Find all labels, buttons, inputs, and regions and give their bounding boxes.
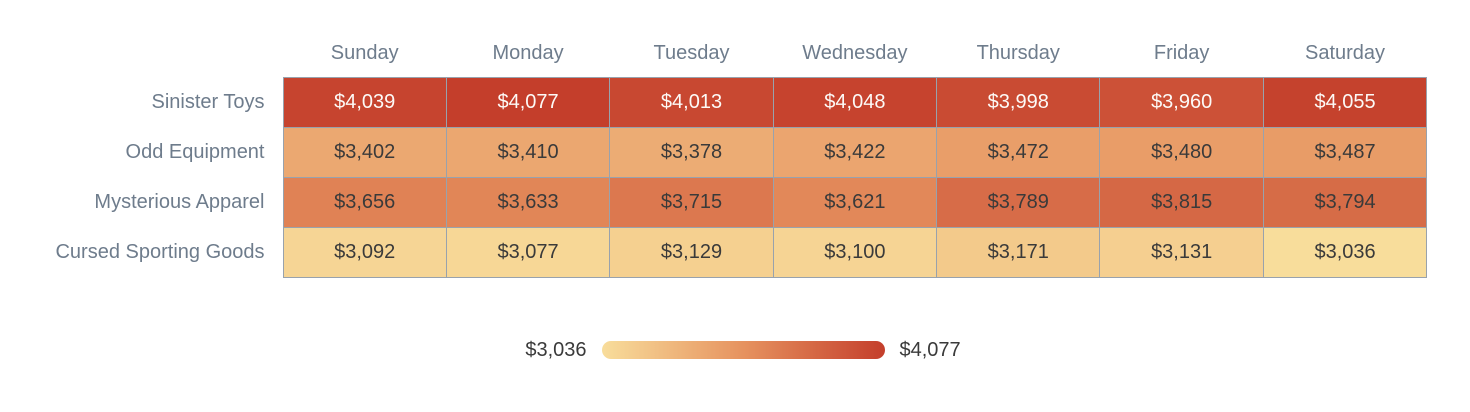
- column-header-saturday: Saturday: [1305, 41, 1386, 64]
- heatmap-cell: $3,715: [609, 176, 774, 228]
- heatmap-cell: $3,656: [282, 176, 447, 228]
- column-header-friday: Friday: [1153, 41, 1210, 64]
- heatmap-row: Cursed Sporting Goods $3,092 $3,077 $3,129 $…: [0, 226, 1428, 278]
- heatmap-cell: $3,621: [772, 176, 938, 228]
- heatmap-cell: $3,998: [936, 76, 1101, 128]
- column-header-tuesday: Tuesday: [653, 41, 730, 64]
- heatmap-cell: $3,131: [1099, 226, 1264, 278]
- column-header-thursday: Thursday: [976, 41, 1060, 64]
- heatmap-row: Sinister Toys $4,039 $4,077 $4,013 $4,048 $3,…: [0, 76, 1428, 128]
- heatmap-cell: $3,815: [1099, 176, 1264, 228]
- row-label: Cursed Sporting Goods: [55, 240, 265, 263]
- legend: $3,036 $4,077: [16, 339, 1470, 362]
- heatmap-cell: $3,036: [1262, 226, 1428, 278]
- row-label: Sinister Toys: [151, 90, 265, 113]
- heatmap-cell: $3,960: [1099, 76, 1264, 128]
- heatmap-cell: $3,402: [282, 126, 447, 178]
- heatmap-cell: $3,092: [282, 226, 447, 278]
- heatmap-cell: $3,171: [936, 226, 1101, 278]
- heatmap-cell: $3,378: [609, 126, 774, 178]
- legend-min-label: $3,036: [525, 338, 587, 361]
- legend-gradient-bar: [601, 341, 885, 359]
- row-label: Odd Equipment: [125, 140, 265, 163]
- row-label: Mysterious Apparel: [94, 190, 265, 213]
- heatmap-cell: $4,077: [445, 76, 611, 128]
- heatmap-cell: $3,633: [445, 176, 611, 228]
- heatmap-cell: $3,794: [1262, 176, 1428, 228]
- heatmap-cell: $4,055: [1262, 76, 1428, 128]
- column-header-sunday: Sunday: [330, 41, 399, 64]
- heatmap-body: Sinister Toys $4,039 $4,077 $4,013 $4,048 $3,…: [0, 76, 1428, 278]
- legend-max-label: $4,077: [899, 338, 961, 361]
- heatmap-table: Sunday Monday Tuesday Wednesday Thursday Frid…: [0, 30, 1428, 278]
- heatmap-cell: $3,410: [445, 126, 611, 178]
- header-row: Sunday Monday Tuesday Wednesday Thursday Frid…: [0, 30, 1427, 77]
- heatmap-cell: $4,039: [282, 76, 447, 128]
- heatmap-cell: $3,480: [1099, 126, 1264, 178]
- column-header-monday: Monday: [492, 41, 564, 64]
- heatmap-cell: $3,100: [772, 226, 938, 278]
- heatmap-cell: $3,487: [1262, 126, 1428, 178]
- corner-spacer: [0, 30, 283, 77]
- heatmap-cell: $4,048: [772, 76, 938, 128]
- heatmap-row: Odd Equipment $3,402 $3,410 $3,378 $3,422 $3,…: [0, 126, 1428, 178]
- heatmap-row: Mysterious Apparel $3,656 $3,633 $3,715 $3,6…: [0, 176, 1428, 228]
- heatmap-cell: $3,422: [772, 126, 938, 178]
- heatmap-cell: $3,472: [936, 126, 1101, 178]
- heatmap-cell: $3,129: [609, 226, 774, 278]
- heatmap-cell: $3,789: [936, 176, 1101, 228]
- heatmap-chart: Sunday Monday Tuesday Wednesday Thursday Frid…: [0, 30, 1470, 362]
- heatmap-cell: $3,077: [445, 226, 611, 278]
- heatmap-cell: $4,013: [609, 76, 774, 128]
- column-header-wednesday: Wednesday: [802, 41, 908, 64]
